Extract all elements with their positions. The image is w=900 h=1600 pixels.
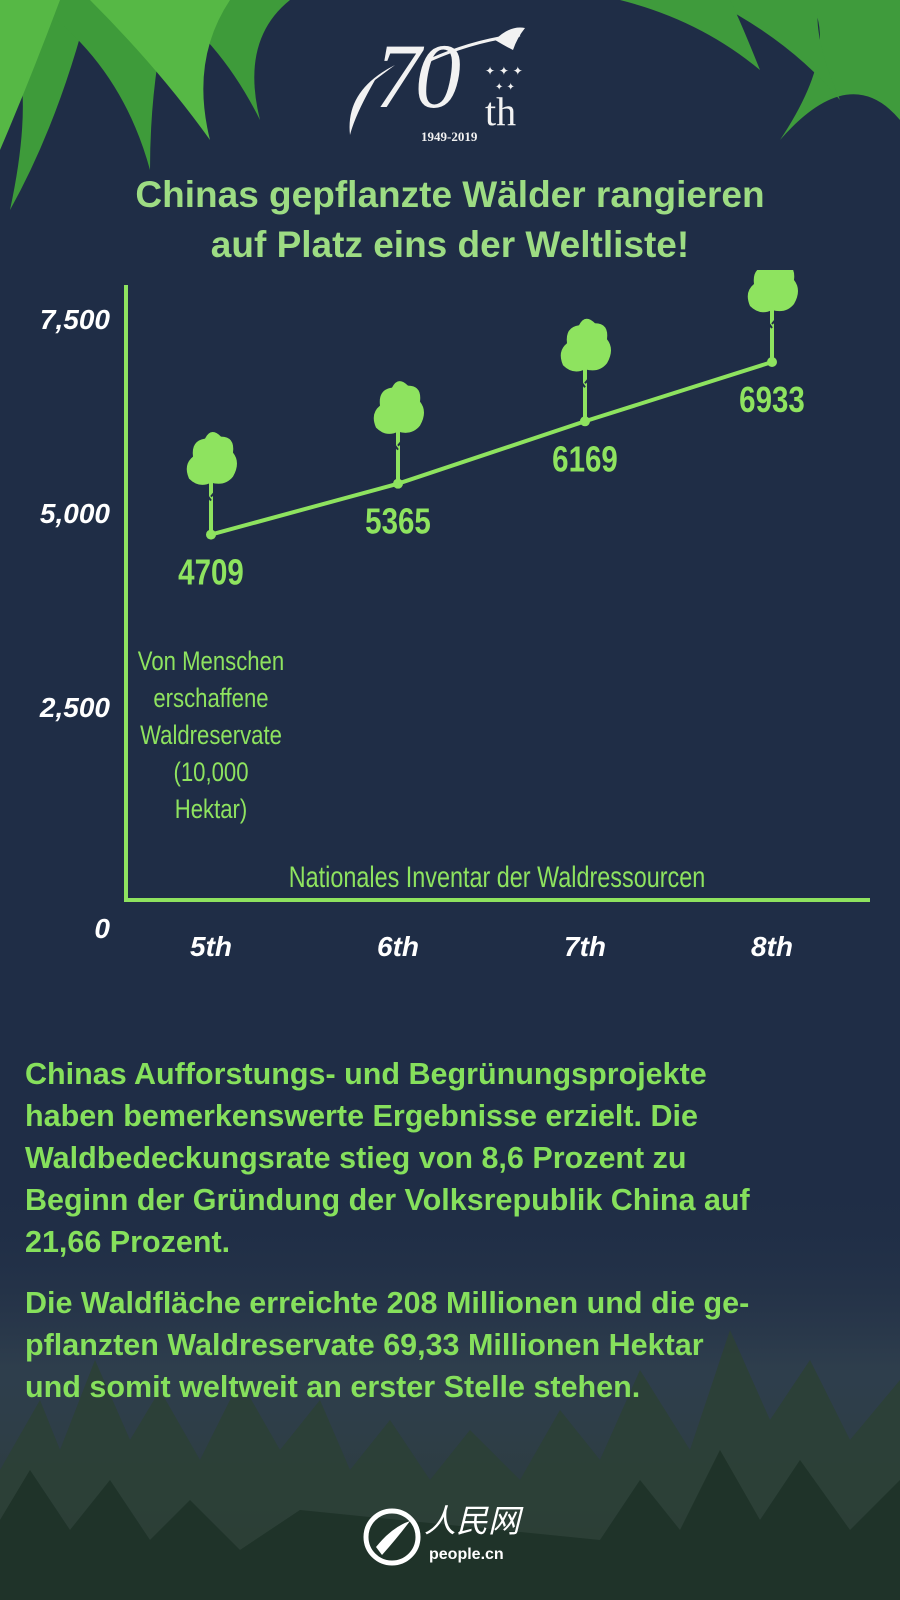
tree-trunk	[770, 301, 774, 362]
tree-trunk	[583, 361, 587, 422]
anniversary-years: 1949-2019	[421, 129, 478, 144]
svg-text:✦ ✦ ✦: ✦ ✦ ✦	[485, 64, 523, 78]
palm-leaves-right	[620, 0, 900, 140]
data-label: 5365	[365, 501, 431, 541]
data-point	[206, 529, 216, 540]
y-tick-label: 0	[94, 913, 110, 944]
people-logo-icon	[363, 1508, 421, 1566]
paragraph-1-line: haben bemerkenswerte Ergebnisse erzielt.…	[25, 1099, 698, 1133]
title-line-1: Chinas gepflanzte Wälder rangieren	[135, 174, 765, 215]
tree-branches	[200, 483, 222, 502]
anniversary-suffix: th	[485, 89, 517, 134]
paragraph-1-line: Waldbedeckungsrate stieg von 8,6 Prozent…	[25, 1141, 687, 1175]
paragraph-1-line: 21,66 Prozent.	[25, 1225, 231, 1259]
data-point	[767, 356, 777, 367]
tree-icon	[560, 318, 611, 422]
data-point	[393, 478, 403, 489]
tree-branches	[761, 311, 783, 329]
x-axis-ticks: 5th 6th 7th 8th	[190, 931, 793, 962]
tree-icon	[747, 270, 798, 362]
tree-crown	[373, 381, 424, 434]
y-tick-label: 5,000	[40, 498, 110, 529]
brand-chinese: 人民网	[424, 1502, 521, 1540]
series-line	[210, 360, 773, 537]
y-axis-label-line: Waldreservate	[140, 721, 282, 751]
svg-text:✦ ✦: ✦ ✦	[495, 82, 515, 93]
data-label: 4709	[178, 552, 244, 592]
paragraph-1: Chinas Aufforstungs- und Begrünungsproje…	[25, 1053, 885, 1263]
brand-english: people.cn	[429, 1546, 504, 1563]
anniversary-logo: ✦ ✦ ✦ ✦ ✦ 70 th 1949-2019	[335, 20, 565, 150]
title-line-2: auf Platz eins der Weltliste!	[210, 224, 690, 265]
paragraph-2: Die Waldfläche erreichte 208 Millionen u…	[25, 1282, 885, 1408]
y-axis-label: Von Menschen erschaffene Waldreservate (10,…	[138, 647, 284, 825]
tree-crown	[186, 432, 237, 485]
tree-crown	[560, 318, 611, 372]
tree-branches	[574, 370, 596, 388]
x-tick-label: 5th	[190, 931, 232, 962]
y-axis-label-line: Von Menschen	[138, 647, 284, 677]
tree-trunk	[396, 423, 400, 484]
y-axis-label-line: Hektar)	[175, 795, 248, 825]
paragraph-1-line: Beginn der Gründung der Volksrepublik Ch…	[25, 1183, 750, 1217]
tree-trunk	[209, 474, 213, 535]
x-axis-label: Nationales Inventar der Waldressourcen	[289, 860, 705, 893]
x-tick-label: 6th	[377, 931, 419, 962]
tree-crown	[747, 270, 798, 313]
paragraph-2-line: pflanzten Waldreservate 69,33 Millionen …	[25, 1328, 704, 1362]
y-axis-ticks: 0 2,500 5,000 7,500	[39, 304, 111, 944]
dove-icon	[495, 27, 525, 50]
anniversary-swoosh: ✦ ✦ ✦ ✦ ✦	[349, 27, 525, 135]
x-tick-label: 7th	[564, 931, 606, 962]
y-axis-label-line: erschaffene	[153, 684, 268, 714]
y-tick-label: 7,500	[40, 304, 110, 335]
people-cn-logo: 人民网 people.cn	[362, 1505, 538, 1569]
paragraph-1-line: Chinas Aufforstungs- und Begrünungsproje…	[25, 1057, 707, 1091]
forest-line-chart: 0 2,500 5,000 7,500 5th 6th 7th 8th 4709 5365 61…	[39, 270, 870, 962]
paragraph-2-line: und somit weltweit an erster Stelle steh…	[25, 1370, 641, 1404]
palm-leaves-left	[0, 0, 290, 210]
data-label: 6933	[739, 379, 805, 419]
data-marks: 4709 5365 6169 6933	[178, 270, 805, 592]
tree-icon	[373, 381, 424, 484]
y-axis-label-line: (10,000	[173, 758, 248, 788]
anniversary-number: 70	[375, 25, 461, 127]
tree-icon	[186, 432, 237, 535]
paragraph-2-line: Die Waldfläche erreichte 208 Millionen u…	[25, 1286, 750, 1320]
page-title: Chinas gepflanzte Wälder rangieren auf P…	[0, 170, 900, 270]
x-tick-label: 8th	[751, 931, 793, 962]
data-point	[580, 416, 590, 427]
tree-branches	[387, 433, 409, 451]
y-tick-label: 2,500	[39, 692, 110, 723]
data-label: 6169	[552, 438, 618, 478]
